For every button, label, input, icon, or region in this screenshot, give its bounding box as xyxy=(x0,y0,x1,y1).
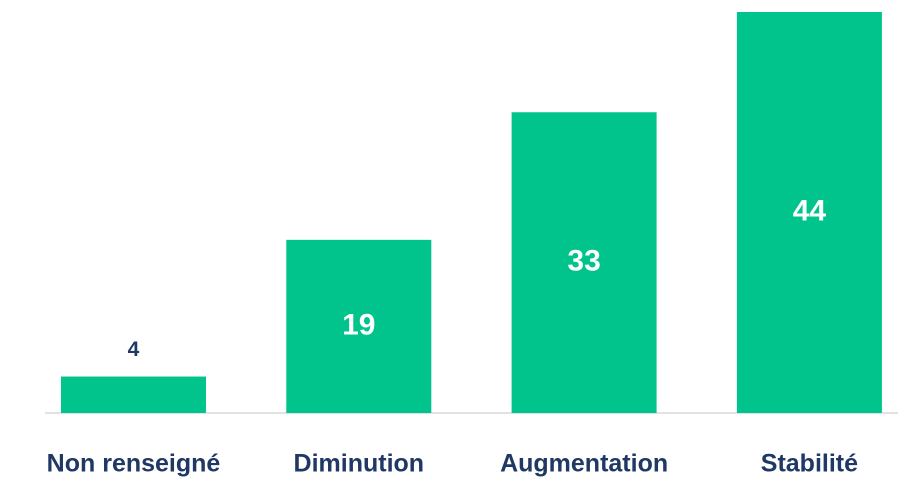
bar xyxy=(736,12,882,413)
x-tick-label: Non renseigné xyxy=(47,450,221,478)
x-tick-label: Diminution xyxy=(294,450,425,478)
x-tick-label: Augmentation xyxy=(500,450,668,478)
bar xyxy=(511,112,657,413)
x-tick-label: Stabilité xyxy=(761,450,858,478)
bar xyxy=(61,376,206,413)
bar xyxy=(286,239,432,413)
value-label: 19 xyxy=(342,308,375,341)
value-label: 4 xyxy=(128,338,140,361)
value-label: 33 xyxy=(567,245,600,278)
value-label: 44 xyxy=(793,194,827,227)
